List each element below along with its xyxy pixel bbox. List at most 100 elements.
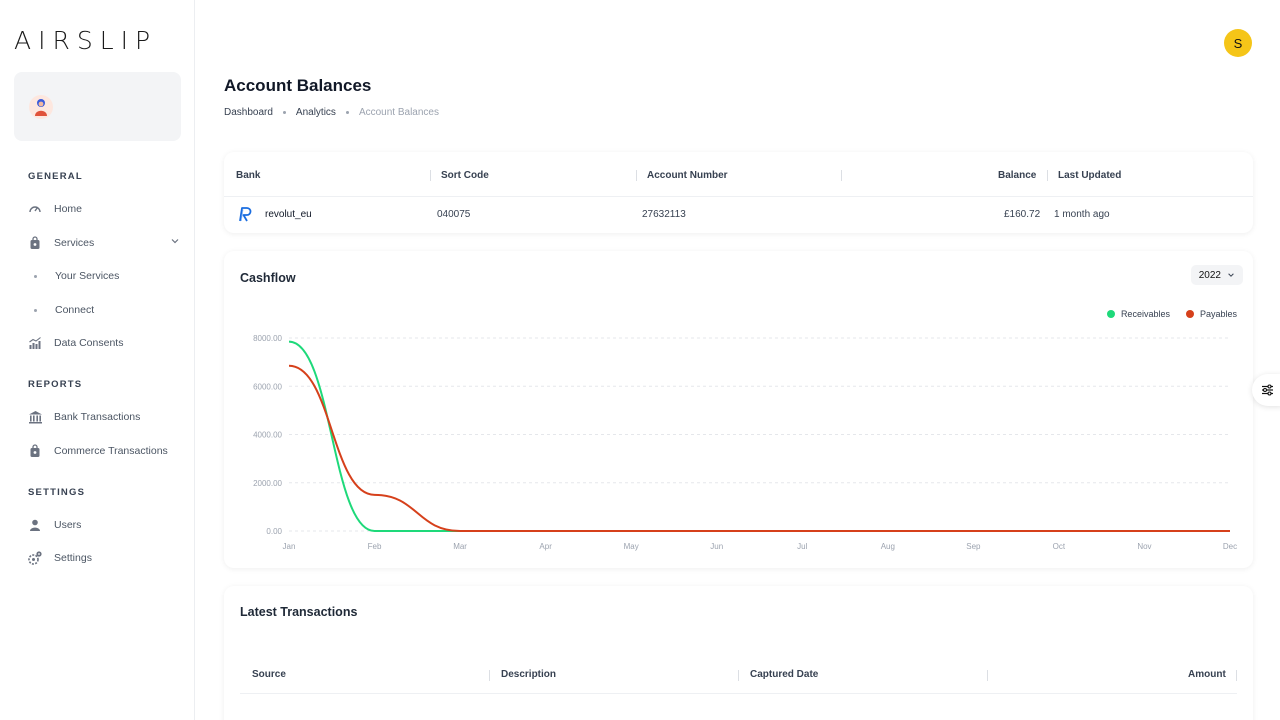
x-tick-label: Jan <box>283 542 296 551</box>
sidebar-item-services[interactable]: Services <box>26 232 186 254</box>
column-divider <box>987 670 988 681</box>
y-tick-label: 8000.00 <box>253 334 282 343</box>
column-divider <box>1047 170 1048 181</box>
bullet-icon <box>34 274 37 278</box>
cell-balance: £160.72 <box>1004 209 1041 220</box>
x-tick-label: Dec <box>1223 542 1237 551</box>
column-header-last-updated[interactable]: Last Updated <box>1058 170 1122 181</box>
shopping-bag-icon <box>26 442 44 460</box>
column-header-bank[interactable]: Bank <box>236 170 261 181</box>
sidebar-item-your-services[interactable]: Your Services <box>26 265 186 287</box>
section-general: GENERAL <box>28 171 83 182</box>
sidebar-item-bank-transactions[interactable]: Bank Transactions <box>26 406 186 428</box>
column-divider <box>489 670 490 681</box>
x-tick-label: Apr <box>539 542 552 551</box>
column-header-captured-date[interactable]: Captured Date <box>750 669 819 680</box>
column-header-amount[interactable]: Amount <box>1188 669 1226 680</box>
column-header-sort-code[interactable]: Sort Code <box>441 170 489 181</box>
sidebar-item-label: Data Consents <box>54 337 124 349</box>
user-card[interactable] <box>14 72 181 141</box>
chart-legend: Receivables Payables <box>1106 309 1237 319</box>
cell-account-number: 27632113 <box>642 209 686 220</box>
y-tick-label: 2000.00 <box>253 479 282 488</box>
legend-label: Receivables <box>1120 309 1170 319</box>
column-header-account-number[interactable]: Account Number <box>647 170 728 181</box>
sidebar-item-commerce-transactions[interactable]: Commerce Transactions <box>26 440 186 462</box>
user-avatar-icon <box>29 95 53 119</box>
legend-label: Payables <box>1199 309 1237 319</box>
y-tick-label: 0.00 <box>266 527 282 536</box>
sidebar-item-label: Services <box>54 237 95 249</box>
cashflow-title: Cashflow <box>240 271 296 285</box>
sidebar-item-connect[interactable]: Connect <box>26 299 186 321</box>
latest-transactions-card: Latest Transactions Source Description C… <box>224 586 1253 720</box>
profile-avatar-button[interactable]: S <box>1224 29 1252 57</box>
page-title: Account Balances <box>224 76 372 95</box>
section-settings: SETTINGS <box>28 487 86 498</box>
cell-sort-code: 040075 <box>437 209 471 220</box>
sidebar-item-home[interactable]: Home <box>26 198 186 220</box>
sidebar: AIRSLIP GENERAL Home Services Your Servi… <box>0 0 195 720</box>
x-tick-label: Nov <box>1137 542 1151 551</box>
account-balances-table: Bank Sort Code Account Number Balance La… <box>224 152 1253 233</box>
x-tick-label: Sep <box>966 542 981 551</box>
column-divider <box>1236 670 1237 681</box>
cell-last-updated: 1 month ago <box>1054 209 1110 220</box>
breadcrumb-dashboard[interactable]: Dashboard <box>224 107 273 118</box>
breadcrumb-analytics[interactable]: Analytics <box>295 107 336 118</box>
column-header-description[interactable]: Description <box>501 669 557 680</box>
x-tick-label: Feb <box>368 542 382 551</box>
sidebar-item-label: Home <box>54 203 83 215</box>
user-icon <box>26 516 44 534</box>
shopping-bag-icon <box>26 234 44 252</box>
sidebar-item-label: Connect <box>55 304 95 316</box>
column-header-source[interactable]: Source <box>252 669 286 680</box>
year-select-value: 2022 <box>1198 269 1221 281</box>
legend-swatch <box>1185 310 1194 318</box>
revolut-logo-icon <box>236 205 254 223</box>
column-divider <box>430 170 431 181</box>
sidebar-item-settings[interactable]: Settings <box>26 547 186 569</box>
x-tick-label: Oct <box>1053 542 1066 551</box>
series-line-receivables <box>288 340 1230 533</box>
x-tick-label: May <box>624 542 639 551</box>
sidebar-item-label: Settings <box>54 552 92 564</box>
legend-item-receivables[interactable]: Receivables <box>1106 309 1170 319</box>
dashboard-gauge-icon <box>26 200 44 218</box>
gear-icon <box>26 549 44 567</box>
y-tick-label: 6000.00 <box>253 382 282 391</box>
breadcrumb-separator <box>345 111 349 114</box>
sliders-icon <box>1261 384 1273 396</box>
sidebar-item-label: Users <box>54 519 82 531</box>
column-divider <box>636 170 637 181</box>
x-tick-label: Mar <box>453 542 467 551</box>
y-tick-label: 4000.00 <box>253 431 282 440</box>
sidebar-item-users[interactable]: Users <box>26 514 186 536</box>
x-tick-label: Aug <box>881 542 895 551</box>
filter-panel-toggle[interactable] <box>1252 374 1280 406</box>
section-reports: REPORTS <box>28 379 83 390</box>
legend-item-payables[interactable]: Payables <box>1185 309 1237 319</box>
sidebar-item-label: Bank Transactions <box>54 411 141 423</box>
x-tick-label: Jun <box>710 542 723 551</box>
chevron-down-icon <box>1228 273 1234 277</box>
breadcrumb-current: Account Balances <box>358 107 439 118</box>
table-header: Bank Sort Code Account Number Balance La… <box>224 152 1253 197</box>
series-line-payables <box>288 364 1230 533</box>
bank-icon <box>26 408 44 426</box>
cell-bank: revolut_eu <box>265 209 312 220</box>
table-header: Source Description Captured Date Amount <box>240 660 1237 694</box>
latest-transactions-title: Latest Transactions <box>240 605 358 619</box>
column-divider <box>738 670 739 681</box>
sidebar-item-data-consents[interactable]: Data Consents <box>26 332 186 354</box>
chevron-down-icon[interactable] <box>170 236 180 249</box>
cashflow-card: Cashflow 2022 Receivables Payables 8000.… <box>224 251 1253 568</box>
airslip-logo[interactable]: AIRSLIP <box>14 26 158 55</box>
year-select[interactable]: 2022 <box>1190 265 1243 285</box>
sidebar-item-label: Commerce Transactions <box>54 445 168 457</box>
column-header-balance[interactable]: Balance <box>998 170 1037 181</box>
sidebar-item-label: Your Services <box>55 270 120 282</box>
legend-swatch <box>1106 310 1115 318</box>
x-tick-label: Jul <box>797 542 807 551</box>
